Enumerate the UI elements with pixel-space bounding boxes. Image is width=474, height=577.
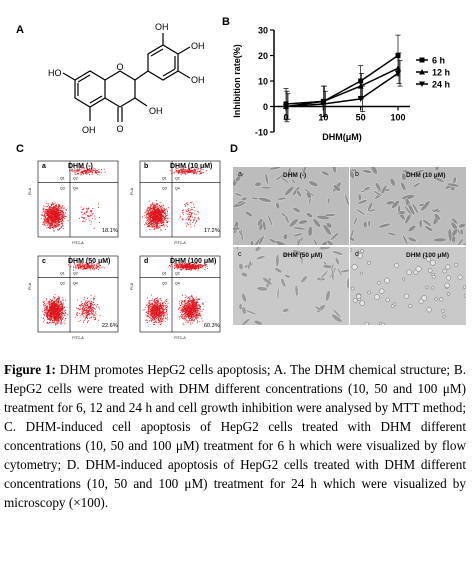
flow-sublabel: c xyxy=(42,258,46,265)
flow-sublabel: b xyxy=(144,163,149,170)
chemical-structure: O O OH HO OH OH OH OH xyxy=(48,22,205,135)
legend-marker xyxy=(419,57,425,63)
data-point xyxy=(395,70,401,77)
data-point xyxy=(395,65,401,71)
y-tick-label: 30 xyxy=(258,26,268,36)
micrograph-sublabel: c xyxy=(238,251,242,258)
legend-marker xyxy=(419,81,425,87)
flow-y-axis-label: PI-A xyxy=(28,187,32,194)
flow-plot-a: Q1 Q2 Q3 Q4 PI-A FITC-A xyxy=(24,157,122,247)
flow-scatter: Q1 Q2 Q3 Q4 PI-A FITC-A xyxy=(130,160,221,245)
hydroxyl-b-right2-label: OH xyxy=(191,75,205,85)
panel-letter-a: A xyxy=(16,24,24,36)
quadrant-label: Q2 xyxy=(175,176,180,180)
series-line xyxy=(285,67,399,108)
quadrant-label: Q3 xyxy=(162,186,167,190)
legend-marker xyxy=(419,69,425,75)
flow-x-axis-label: FITC-A xyxy=(174,336,186,340)
data-point xyxy=(358,78,364,84)
quadrant-label: Q4 xyxy=(73,186,78,190)
y-tick-label: 10 xyxy=(258,77,268,87)
y-axis-label: Inhibition rate(%) xyxy=(232,44,242,118)
micrograph-treatment-label: DHM (50 μM) xyxy=(283,252,323,259)
quadrant-label: Q1 xyxy=(60,271,65,275)
caption-text: DHM promotes HepG2 cells apoptosis; A. T… xyxy=(4,362,466,510)
quadrant-label: Q1 xyxy=(60,176,65,180)
micrograph-sublabel: d xyxy=(355,251,359,258)
quadrant-label: Q2 xyxy=(175,271,180,275)
flow-x-axis-label: FITC-A xyxy=(174,241,186,245)
hydroxyl-c7-label: HO xyxy=(48,68,62,78)
panel-letter-d: D xyxy=(230,143,238,155)
flow-percentage: 22.6% xyxy=(102,323,118,329)
micrograph-d xyxy=(350,247,466,325)
hydroxyl-b-top-label: OH xyxy=(155,22,169,32)
hydroxyl-c3-label: OH xyxy=(149,106,163,116)
x-tick-label: 100 xyxy=(390,113,405,123)
flow-y-axis-label: PI-A xyxy=(28,282,32,289)
series-line xyxy=(285,54,399,105)
data-point xyxy=(283,104,289,110)
quadrant-label: Q1 xyxy=(162,271,167,275)
flow-x-axis-label: FITC-A xyxy=(72,241,84,245)
panel-letter-b: B xyxy=(222,16,230,28)
legend-label: 24 h xyxy=(432,80,450,90)
hydroxyl-c5-label: OH xyxy=(82,125,96,135)
quadrant-label: Q4 xyxy=(175,281,180,285)
micrograph-sublabel: b xyxy=(355,171,359,178)
flow-plot-d: Q1 Q2 Q3 Q4 PI-A FITC-A xyxy=(126,252,224,342)
data-point xyxy=(395,53,401,58)
micrograph-treatment-label: DHM (-) xyxy=(283,172,307,179)
y-tick-label: 20 xyxy=(258,51,268,61)
micrograph-treatment-label: DHM (10 μM) xyxy=(406,172,446,179)
flow-plot-b: Q1 Q2 Q3 Q4 PI-A FITC-A xyxy=(126,157,224,247)
flow-percentage: 18.1% xyxy=(102,228,118,234)
flow-treatment-label: DHM (50 μM) xyxy=(68,258,111,265)
quadrant-label: Q2 xyxy=(73,176,78,180)
y-tick-label: 0 xyxy=(263,102,268,112)
micrograph-treatment-label: DHM (100 μM) xyxy=(406,252,449,259)
inhibition-chart: -10010203001050100Inhibition rate(%)DHM(… xyxy=(232,26,450,143)
quadrant-label: Q3 xyxy=(60,281,65,285)
quadrant-label: Q3 xyxy=(162,281,167,285)
hydroxyl-b-right1-label: OH xyxy=(191,41,205,51)
flow-scatter: Q1 Q2 Q3 Q4 PI-A FITC-A xyxy=(28,255,119,340)
flow-y-axis-label: PI-A xyxy=(130,282,134,289)
quadrant-label: Q2 xyxy=(73,271,78,275)
quadrant-label: Q4 xyxy=(175,186,180,190)
flow-treatment-label: DHM (-) xyxy=(68,163,93,170)
flow-scatter: Q1 Q2 Q3 Q4 PI-A FITC-A xyxy=(130,255,221,340)
caption-label: Figure 1: xyxy=(4,362,56,377)
micrograph-c xyxy=(233,247,349,325)
data-point xyxy=(357,96,364,102)
quadrant-label: Q3 xyxy=(60,186,65,190)
series-line xyxy=(285,72,399,108)
flow-y-axis-label: PI-A xyxy=(130,187,134,194)
flow-percentage: 17.2% xyxy=(204,228,220,234)
x-axis-label: DHM(μM) xyxy=(322,132,362,142)
panel-letter-c: C xyxy=(16,143,24,155)
micrograph-sublabel: a xyxy=(238,171,242,178)
flow-percentage: 60.3% xyxy=(204,323,220,329)
legend-label: 6 h xyxy=(432,56,445,66)
data-point xyxy=(320,101,327,107)
ring-oxygen-label: O xyxy=(116,62,123,72)
y-tick-label: -10 xyxy=(255,128,268,138)
flow-plot-c: Q1 Q2 Q3 Q4 PI-A FITC-A xyxy=(24,252,122,342)
quadrant-label: Q4 xyxy=(73,281,78,285)
legend-label: 12 h xyxy=(432,68,450,78)
micrograph-a xyxy=(233,167,349,245)
flow-scatter: Q1 Q2 Q3 Q4 PI-A FITC-A xyxy=(28,160,119,245)
figure-caption: Figure 1: DHM promotes HepG2 cells apopt… xyxy=(4,360,466,512)
x-tick-label: 50 xyxy=(356,113,366,123)
flow-treatment-label: DHM (100 μM) xyxy=(170,258,217,265)
flow-sublabel: d xyxy=(144,258,149,265)
micrograph-b xyxy=(350,167,466,245)
flow-treatment-label: DHM (10 μM) xyxy=(170,163,213,170)
x-tick-label: 10 xyxy=(318,113,328,123)
flow-x-axis-label: FITC-A xyxy=(72,336,84,340)
quadrant-label: Q1 xyxy=(162,176,167,180)
flow-sublabel: a xyxy=(42,163,46,170)
keto-oxygen-label: O xyxy=(116,124,123,134)
